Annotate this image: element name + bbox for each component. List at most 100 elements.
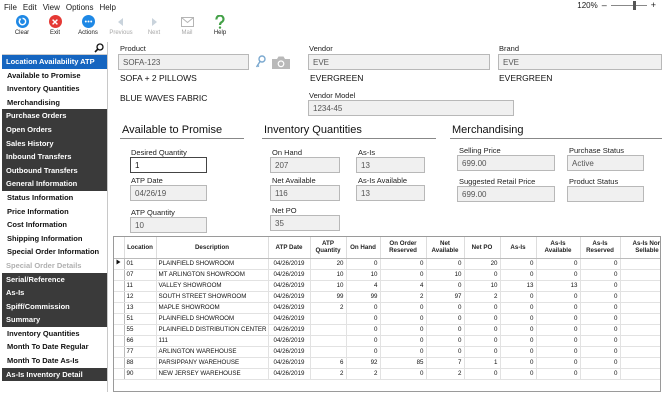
desired-quantity-input[interactable]: 1 — [130, 157, 207, 173]
column-header[interactable]: As-Is — [500, 237, 537, 259]
column-header[interactable]: As-Is Available — [536, 237, 581, 259]
as-is-field[interactable]: 13 — [356, 157, 425, 173]
zoom-in-button[interactable]: + — [650, 0, 656, 10]
table-row[interactable]: 88 PARSIPPANY WAREHOUSE 04/26/2019 6 92 85 7 1 0… — [114, 357, 660, 369]
brand-field[interactable]: EVE — [498, 54, 662, 70]
net-available-field[interactable]: 116 — [270, 185, 340, 201]
table-cell: 0 — [536, 291, 581, 303]
sidebar-item[interactable]: As-Is — [2, 286, 107, 300]
column-header[interactable]: Net PO — [464, 237, 501, 259]
sidebar-item[interactable]: Open Orders — [2, 122, 107, 137]
column-header[interactable]: On Hand — [346, 237, 381, 259]
table-row[interactable]: 90 NEW JERSEY WAREHOUSE 04/26/2019 2 2 0 2 0 0 0 0… — [114, 368, 660, 380]
nav-search[interactable] — [2, 42, 107, 55]
on-hand-field[interactable]: 207 — [270, 157, 340, 173]
atp-section-rule — [120, 138, 244, 139]
sidebar-item[interactable]: Summary — [2, 313, 107, 327]
atp-quantity-field[interactable]: 10 — [130, 217, 207, 233]
row-selector[interactable] — [114, 324, 125, 336]
column-header[interactable] — [114, 237, 125, 259]
row-selector[interactable] — [114, 302, 125, 314]
sidebar-item[interactable]: Location Availability ATP — [2, 55, 107, 69]
sidebar-item[interactable]: Sales History — [2, 136, 107, 151]
row-selector[interactable] — [114, 368, 125, 380]
actions-button[interactable]: Actions — [72, 14, 104, 36]
row-selector[interactable] — [114, 258, 125, 270]
column-header[interactable]: Description — [156, 237, 269, 259]
sidebar-item[interactable]: Status Information — [7, 192, 74, 202]
table-row[interactable]: 12 SOUTH STREET SHOWROOM 04/26/2019 99 99 2 97… — [114, 291, 660, 303]
exit-button[interactable]: Exit — [39, 14, 71, 36]
sidebar-item[interactable]: General Information — [2, 177, 107, 191]
srp-field[interactable]: 699.00 — [457, 186, 555, 202]
zoom-slider-thumb[interactable] — [632, 1, 636, 10]
column-header[interactable]: Net Available — [426, 237, 465, 259]
clear-button[interactable]: Clear — [6, 14, 38, 36]
menu-help[interactable]: Help — [99, 3, 116, 12]
table-row[interactable]: 55 PLAINFIELD DISTRIBUTION CENTER 04/26/20… — [114, 324, 660, 336]
mail-button[interactable]: Mail — [171, 14, 203, 36]
product-field[interactable]: SOFA-123 — [118, 54, 249, 70]
previous-button[interactable]: Previous — [105, 14, 137, 36]
sidebar-item[interactable]: Serial/Reference — [2, 272, 107, 287]
column-header[interactable]: On Order Reserved — [380, 237, 427, 259]
zoom-out-button[interactable]: – — [601, 0, 607, 10]
sidebar-item[interactable]: Outbound Transfers — [2, 163, 107, 178]
row-selector[interactable] — [114, 313, 125, 325]
column-header[interactable]: ATP Date — [268, 237, 311, 259]
menu-edit[interactable]: Edit — [22, 3, 37, 12]
sidebar-item[interactable]: As-Is Inventory Detail — [2, 367, 107, 382]
sidebar-item[interactable]: Inventory Quantities — [7, 84, 80, 94]
sidebar-item[interactable]: Special Order Details — [6, 260, 82, 270]
column-header[interactable]: ATP Quantity — [310, 237, 347, 259]
column-header[interactable]: As-Is Non Sellable — [620, 237, 660, 259]
help-button[interactable]: Help — [204, 14, 236, 36]
column-header[interactable]: As-Is Reserved — [580, 237, 621, 259]
sidebar-item[interactable]: Month To Date Regular — [7, 342, 89, 352]
product-status-label: Product Status — [569, 177, 619, 186]
table-cell — [310, 346, 347, 358]
row-selector[interactable] — [114, 335, 125, 347]
row-selector[interactable] — [114, 269, 125, 281]
menu-options[interactable]: Options — [65, 3, 94, 12]
vendor-model-field[interactable]: 1234-45 — [308, 100, 514, 116]
sidebar-item[interactable]: Available to Promise — [7, 70, 81, 80]
vendor-field[interactable]: EVE — [308, 54, 490, 70]
key-icon[interactable] — [255, 55, 267, 71]
menu-view[interactable]: View — [42, 3, 60, 12]
selling-price-field[interactable]: 699.00 — [457, 155, 555, 171]
atp-date-field[interactable]: 04/26/19 — [130, 185, 207, 201]
table-row[interactable]: 07 MT ARLINGTON SHOWROOM 04/26/2019 10 10 0 10… — [114, 269, 660, 281]
as-is-available-field[interactable]: 13 — [356, 185, 425, 201]
zoom-slider[interactable] — [610, 1, 647, 10]
search-icon[interactable] — [94, 43, 104, 55]
net-po-field[interactable]: 35 — [270, 215, 340, 231]
sidebar-item[interactable]: Special Order Information — [7, 247, 100, 257]
column-header[interactable]: Location — [124, 237, 157, 259]
sidebar-item[interactable]: Cost Information — [7, 220, 67, 230]
next-button[interactable]: Next — [138, 14, 170, 36]
sidebar-item[interactable]: Shipping Information — [7, 233, 83, 243]
row-selector[interactable] — [114, 280, 125, 292]
sidebar-item[interactable]: Price Information — [7, 206, 69, 216]
sidebar-item[interactable]: Inbound Transfers — [2, 150, 107, 164]
sidebar-item[interactable]: Purchase Orders — [2, 109, 107, 123]
purchase-status-field[interactable]: Active — [567, 155, 644, 171]
product-status-field[interactable] — [567, 186, 644, 202]
menu-file[interactable]: File — [4, 3, 17, 12]
row-selector[interactable] — [114, 346, 125, 358]
sidebar-item[interactable]: Inventory Quantities — [7, 328, 80, 338]
row-selector[interactable] — [114, 357, 125, 369]
sidebar-item[interactable]: Merchandising — [7, 97, 60, 107]
table-cell: 0 — [346, 324, 381, 336]
sidebar-item[interactable]: Month To Date As-Is — [7, 356, 79, 366]
camera-icon[interactable] — [271, 55, 291, 72]
sidebar-item[interactable]: Spiff/Commission — [2, 299, 107, 314]
row-selector[interactable] — [114, 291, 125, 303]
table-row[interactable]: 01 PLAINFIELD SHOWROOM 04/26/2019 20 0 0 0 20 0 0… — [114, 258, 660, 270]
